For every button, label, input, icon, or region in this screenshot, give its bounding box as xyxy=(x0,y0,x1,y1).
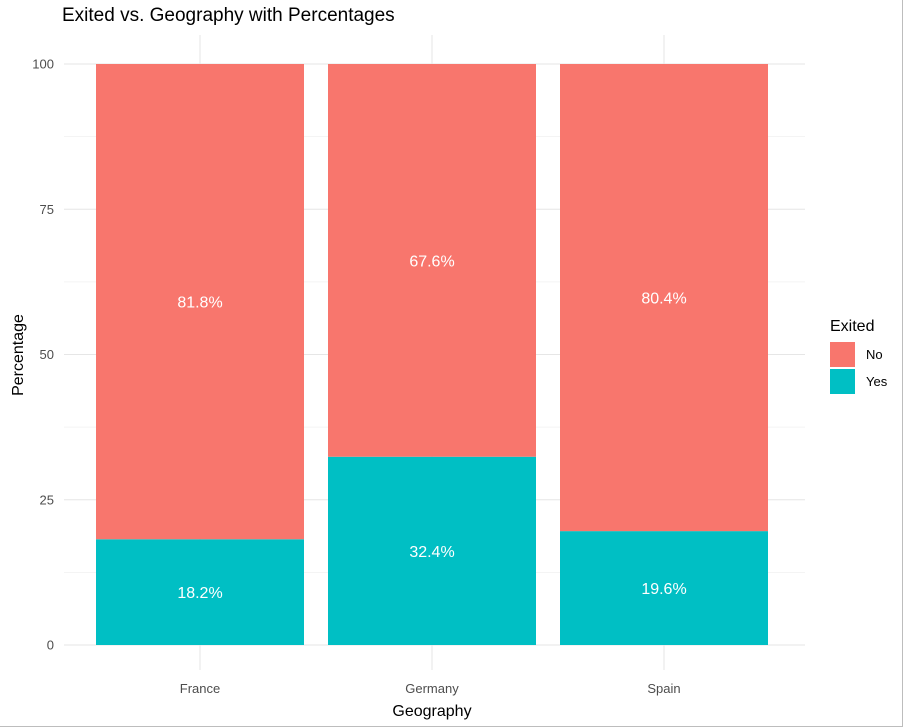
x-tick-label: France xyxy=(180,681,220,696)
y-tick-label: 75 xyxy=(40,202,54,217)
bar-france-yes xyxy=(96,539,304,645)
x-tick-label: Spain xyxy=(647,681,680,696)
x-tick-label: Germany xyxy=(405,681,459,696)
y-tick-label: 100 xyxy=(32,57,54,72)
legend-title: Exited xyxy=(830,318,874,335)
x-axis-title: Geography xyxy=(392,703,471,720)
data-label-germany-yes: 32.4% xyxy=(409,544,454,561)
y-tick-label: 50 xyxy=(40,347,54,362)
legend-label-yes: Yes xyxy=(866,374,888,389)
data-labels: 18.2% 81.8% 32.4% 67.6% 19.6% 80.4% xyxy=(177,253,686,602)
bar-spain-yes xyxy=(560,531,768,645)
legend-key-no xyxy=(830,342,855,367)
bars xyxy=(96,64,768,645)
data-label-spain-yes: 19.6% xyxy=(641,581,686,598)
legend-label-no: No xyxy=(866,347,883,362)
bar-spain-no xyxy=(560,64,768,532)
axes: 0 25 50 75 100 France Germany Spain xyxy=(32,57,680,697)
data-label-france-no: 81.8% xyxy=(177,295,222,312)
data-label-france-yes: 18.2% xyxy=(177,585,222,602)
chart-title: Exited vs. Geography with Percentages xyxy=(62,5,395,26)
y-tick-label: 0 xyxy=(47,638,54,653)
y-tick-label: 25 xyxy=(40,492,54,507)
bar-germany-no xyxy=(328,64,536,457)
y-axis-title: Percentage xyxy=(10,314,27,396)
bar-germany-yes xyxy=(328,456,536,645)
data-label-spain-no: 80.4% xyxy=(641,291,686,308)
data-label-germany-no: 67.6% xyxy=(409,253,454,270)
bar-france-no xyxy=(96,64,304,540)
legend: Exited No Yes xyxy=(830,318,888,394)
legend-key-yes xyxy=(830,369,855,394)
